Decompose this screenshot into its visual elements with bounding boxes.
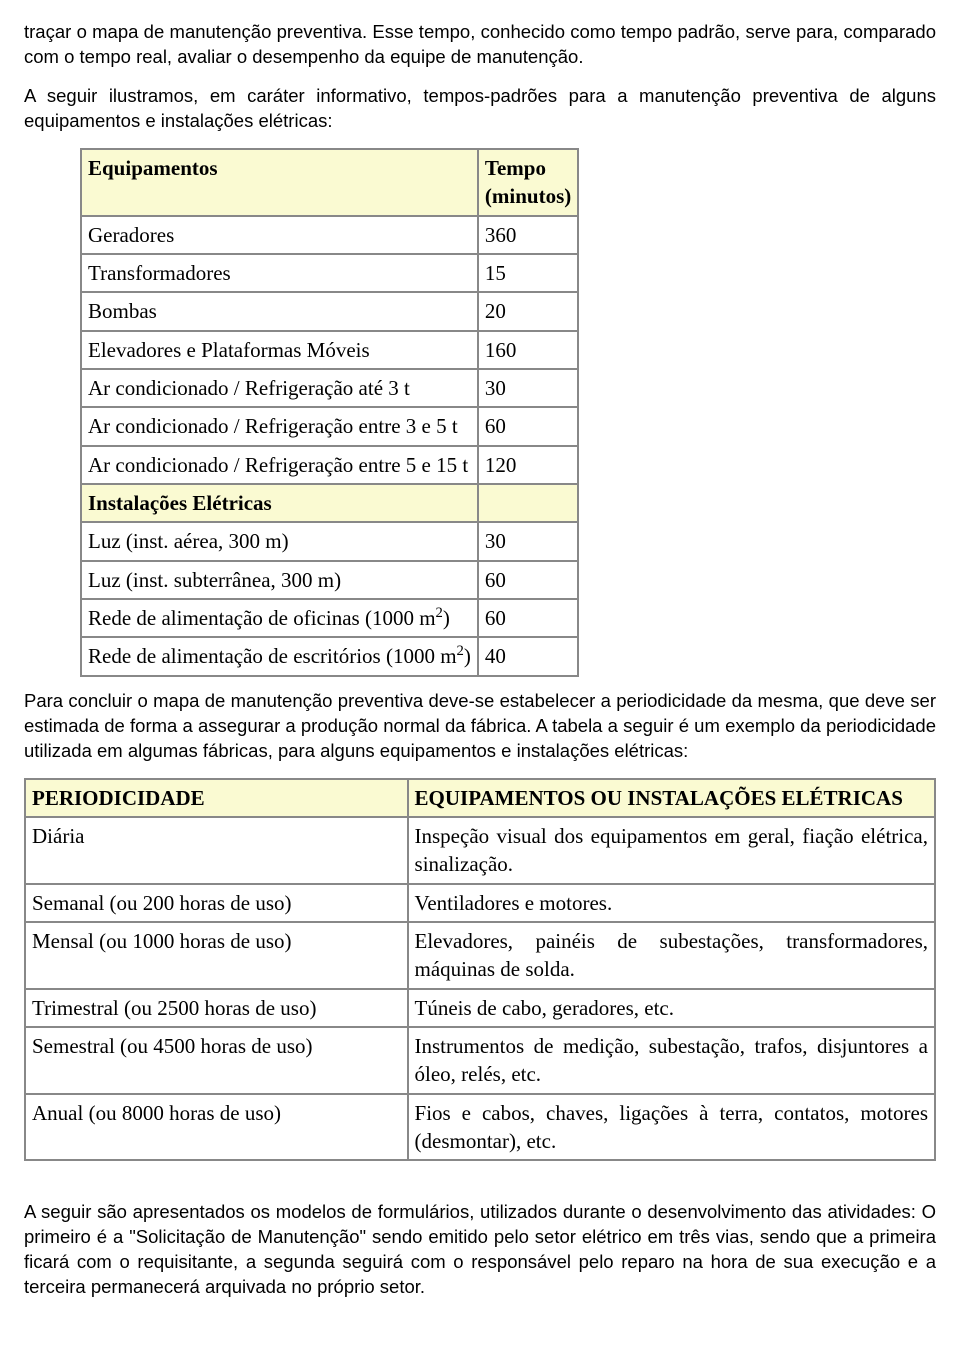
cell-equip: Ventiladores e motores. [409,885,934,921]
paragraph-4: A seguir são apresentados os modelos de … [24,1200,936,1300]
cell-equip: Fios e cabos, chaves, ligações à terra, … [409,1095,934,1160]
cell-value: 60 [479,600,577,636]
cell-label: Ar condicionado / Refrigeração entre 5 e… [82,447,477,483]
header-equip-instal: EQUIPAMENTOS OU INSTALAÇÕES ELÉTRICAS [409,780,934,816]
header-tempo: Tempo (minutos) [479,150,577,215]
table-row: Rede de alimentação de oficinas (1000 m2… [82,600,577,636]
cell-period: Semanal (ou 200 horas de uso) [26,885,407,921]
cell-value: 30 [479,370,577,406]
cell-value: 30 [479,523,577,559]
table-row: Bombas20 [82,293,577,329]
paragraph-2: A seguir ilustramos, em caráter informat… [24,84,936,134]
table-row: Luz (inst. subterrânea, 300 m)60 [82,562,577,598]
paragraph-3: Para concluir o mapa de manutenção preve… [24,689,936,764]
table-row: Elevadores e Plataformas Móveis160 [82,332,577,368]
section-blank [479,485,577,521]
table-section-row: Instalações Elétricas [82,485,577,521]
cell-label: Transformadores [82,255,477,291]
paragraph-1: traçar o mapa de manutenção preventiva. … [24,20,936,70]
section-instalacoes: Instalações Elétricas [82,485,477,521]
table-periodicidade: PERIODICIDADE EQUIPAMENTOS OU INSTALAÇÕE… [24,778,936,1162]
table-row: Ar condicionado / Refrigeração entre 3 e… [82,408,577,444]
table-row: DiáriaInspeção visual dos equipamentos e… [26,818,934,883]
cell-label: Rede de alimentação de oficinas (1000 m2… [82,600,477,636]
cell-equip: Instrumentos de medição, subestação, tra… [409,1028,934,1093]
cell-label: Luz (inst. subterrânea, 300 m) [82,562,477,598]
cell-period: Trimestral (ou 2500 horas de uso) [26,990,407,1026]
table-equipamentos: Equipamentos Tempo (minutos) Geradores36… [80,148,579,677]
header-tempo-line2: (minutos) [485,184,571,208]
cell-value: 20 [479,293,577,329]
table-row: Trimestral (ou 2500 horas de uso)Túneis … [26,990,934,1026]
table-row: Semestral (ou 4500 horas de uso)Instrume… [26,1028,934,1093]
cell-label: Bombas [82,293,477,329]
cell-label: Elevadores e Plataformas Móveis [82,332,477,368]
cell-period: Diária [26,818,407,883]
cell-value: 60 [479,408,577,444]
cell-period: Semestral (ou 4500 horas de uso) [26,1028,407,1093]
table2-header-row: PERIODICIDADE EQUIPAMENTOS OU INSTALAÇÕE… [26,780,934,816]
header-tempo-line1: Tempo [485,156,546,180]
cell-value: 160 [479,332,577,368]
table-header-row: Equipamentos Tempo (minutos) [82,150,577,215]
table-row: Anual (ou 8000 horas de uso)Fios e cabos… [26,1095,934,1160]
cell-period: Anual (ou 8000 horas de uso) [26,1095,407,1160]
table-row: Luz (inst. aérea, 300 m)30 [82,523,577,559]
cell-value: 360 [479,217,577,253]
cell-period: Mensal (ou 1000 horas de uso) [26,923,407,988]
cell-label: Rede de alimentação de escritórios (1000… [82,638,477,674]
cell-value: 15 [479,255,577,291]
cell-label: Geradores [82,217,477,253]
header-periodicidade: PERIODICIDADE [26,780,407,816]
cell-label: Ar condicionado / Refrigeração entre 3 e… [82,408,477,444]
cell-equip: Inspeção visual dos equipamentos em gera… [409,818,934,883]
cell-value: 120 [479,447,577,483]
table-row: Ar condicionado / Refrigeração até 3 t30 [82,370,577,406]
table-row: Transformadores15 [82,255,577,291]
table-row: Semanal (ou 200 horas de uso)Ventiladore… [26,885,934,921]
table-row: Geradores360 [82,217,577,253]
cell-value: 60 [479,562,577,598]
cell-equip: Elevadores, painéis de subestações, tran… [409,923,934,988]
cell-equip: Túneis de cabo, geradores, etc. [409,990,934,1026]
table-row: Mensal (ou 1000 horas de uso)Elevadores,… [26,923,934,988]
cell-label: Ar condicionado / Refrigeração até 3 t [82,370,477,406]
cell-label: Luz (inst. aérea, 300 m) [82,523,477,559]
cell-value: 40 [479,638,577,674]
header-equipamentos: Equipamentos [82,150,477,215]
table-row: Rede de alimentação de escritórios (1000… [82,638,577,674]
table-row: Ar condicionado / Refrigeração entre 5 e… [82,447,577,483]
